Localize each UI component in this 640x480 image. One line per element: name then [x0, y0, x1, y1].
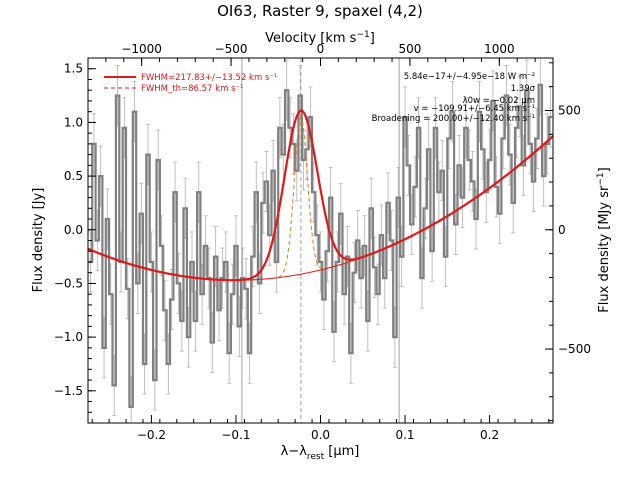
y-tick-label: 1.0 [64, 115, 83, 129]
x-tick-label: 0.2 [480, 428, 499, 442]
chart-title: OI63, Raster 9, spaxel (4,2) [217, 2, 423, 20]
right-tick-label: 500 [558, 103, 581, 117]
data-step-line [88, 83, 553, 408]
fit-annotations: 5.84e−17+/−4.95e−18 W m⁻² 1.39σ λ0w = −0… [372, 72, 536, 124]
top-tick-label: 1000 [484, 42, 515, 56]
right-tick-label: −500 [558, 342, 591, 356]
annotation-broadening: Broadening = 200.00+/−12.40 km s⁻¹ [372, 114, 535, 124]
top-tick-label: 500 [398, 42, 421, 56]
legend: FWHM=217.83+/−13.52 km s⁻¹ FWHM_th=86.57… [104, 73, 277, 94]
y-tick-label: 1.5 [64, 62, 83, 76]
gaussian-fit [88, 109, 553, 282]
x-tick-label: −0.2 [137, 428, 166, 442]
annotation-flux: 5.84e−17+/−4.95e−18 W m⁻² [404, 72, 535, 82]
y-tick-label: −1.5 [54, 384, 83, 398]
y-tick-label: −0.5 [54, 276, 83, 290]
y-tick-label: −1.0 [54, 330, 83, 344]
right-tick-label: 0 [558, 223, 566, 237]
data-series [88, 58, 553, 423]
y-tick-label: 0.0 [64, 223, 83, 237]
annotation-significance: 1.39σ [511, 84, 536, 94]
annotation-velocity: v = −109.91+/−6.45 km s⁻¹ [414, 104, 535, 114]
x-tick-label: 0.0 [311, 428, 330, 442]
right-axis-label: Flux density [MJy sr−1] [596, 167, 612, 312]
x-tick-label: 0.1 [395, 428, 414, 442]
y-tick-label: 0.5 [64, 169, 83, 183]
annotation-center: λ0w = −0.02 μm [463, 96, 535, 106]
legend-fit-label: FWHM=217.83+/−13.52 km s⁻¹ [141, 73, 277, 83]
left-axis-label: Flux density [Jy] [31, 188, 46, 293]
fit-curves [88, 109, 553, 282]
axis-ticks: −0.2 −0.1 0.0 0.1 0.2 −1.5 −1.0 −0.5 0.0 0.5 1.0 1.… [54, 42, 591, 442]
top-tick-label: −500 [215, 42, 248, 56]
top-tick-label: 0 [317, 42, 325, 56]
x-tick-label: −0.1 [221, 428, 250, 442]
legend-theory-label: FWHM_th=86.57 km s⁻¹ [141, 84, 243, 94]
bottom-axis-label: λ−λrest [μm] [281, 444, 360, 462]
top-tick-label: −1000 [121, 42, 162, 56]
top-axis-label: Velocity [km s−1] [265, 30, 375, 46]
